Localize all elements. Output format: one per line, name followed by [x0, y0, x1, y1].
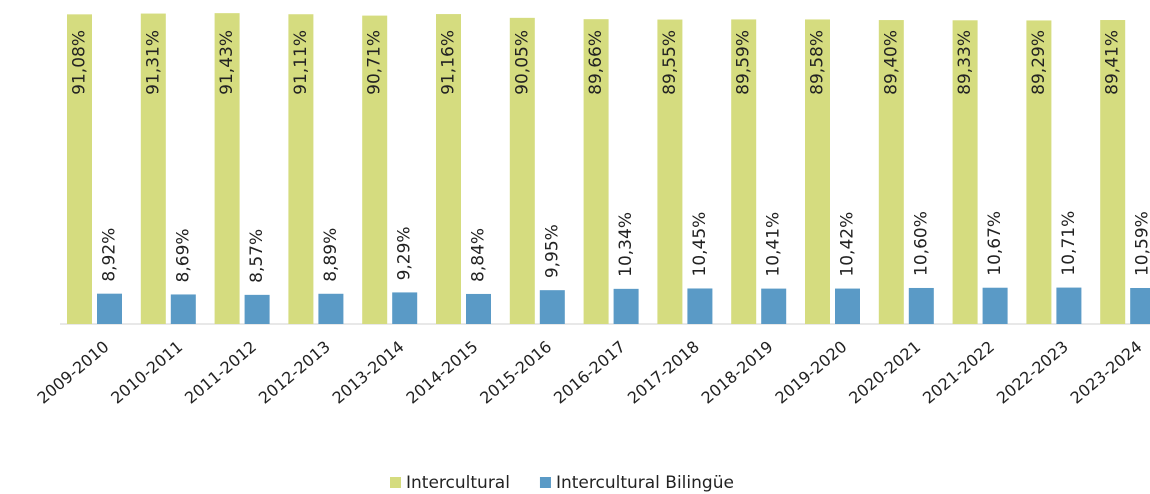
value-label: 8,69%	[173, 228, 193, 282]
bar	[509, 17, 535, 324]
bar	[952, 20, 978, 324]
bar	[244, 294, 270, 324]
bar	[878, 20, 904, 324]
bar	[318, 293, 344, 324]
bar	[583, 19, 609, 325]
bar	[613, 288, 639, 324]
value-label: 10,60%	[911, 211, 931, 276]
value-label: 89,29%	[1029, 30, 1049, 95]
x-tick-label: 2021-2022	[919, 337, 998, 408]
legend-swatch	[539, 477, 551, 488]
bar	[362, 15, 388, 324]
value-label: 10,41%	[764, 212, 784, 277]
bar	[170, 294, 196, 324]
bar	[731, 19, 757, 324]
value-label: 90,05%	[512, 30, 532, 95]
value-label: 8,57%	[247, 229, 267, 283]
bar	[1026, 20, 1052, 324]
value-label: 89,40%	[881, 30, 901, 95]
value-label: 10,45%	[690, 212, 710, 277]
x-tick-label: 2012-2013	[255, 337, 334, 408]
legend-label: Intercultural Bilingüe	[556, 473, 734, 493]
bar	[908, 287, 934, 324]
x-tick-label: 2017-2018	[624, 337, 703, 408]
value-label: 10,67%	[985, 211, 1005, 276]
bar	[539, 290, 565, 324]
bar	[392, 292, 418, 324]
bar	[1130, 287, 1150, 324]
bar	[288, 14, 314, 325]
bar	[97, 293, 122, 324]
bar	[214, 13, 240, 324]
bar	[67, 14, 92, 325]
value-label: 91,43%	[217, 30, 237, 95]
value-label: 9,29%	[395, 226, 415, 280]
value-label: 8,89%	[321, 228, 341, 282]
value-label: 89,33%	[955, 30, 975, 95]
value-label: 90,71%	[365, 30, 385, 95]
bar	[140, 13, 166, 325]
value-label: 89,41%	[1103, 30, 1123, 95]
x-tick-label: 2020-2021	[845, 337, 924, 408]
x-tick-label: 2013-2014	[329, 337, 408, 408]
value-label: 91,08%	[70, 30, 90, 95]
value-label: 10,34%	[616, 212, 636, 277]
value-label: 89,66%	[586, 30, 606, 95]
value-label: 10,59%	[1133, 211, 1150, 276]
x-tick-label: 2023-2024	[1067, 337, 1146, 408]
x-tick-label: 2022-2023	[993, 337, 1072, 408]
value-label: 9,95%	[542, 224, 562, 278]
legend-swatch	[390, 477, 401, 488]
bar	[687, 288, 713, 324]
bar	[657, 19, 683, 324]
bar	[805, 19, 830, 324]
x-tick-label: 2014-2015	[402, 337, 481, 408]
bar	[1056, 287, 1082, 324]
value-label: 91,16%	[439, 30, 459, 95]
bar	[835, 288, 860, 324]
bar	[466, 293, 491, 324]
value-label: 89,58%	[808, 30, 828, 95]
legend-label: Intercultural	[406, 473, 510, 493]
value-label: 8,92%	[100, 228, 120, 282]
value-label: 10,71%	[1059, 211, 1079, 276]
bar	[761, 288, 787, 324]
x-tick-label: 2009-2010	[33, 337, 112, 408]
value-label: 89,55%	[660, 30, 680, 95]
x-tick-label: 2018-2019	[698, 337, 777, 408]
x-tick-label: 2010-2011	[107, 337, 186, 408]
value-label: 8,84%	[469, 228, 489, 282]
value-label: 91,31%	[143, 30, 163, 95]
value-label: 89,59%	[734, 30, 754, 95]
bar	[436, 14, 461, 324]
x-tick-label: 2015-2016	[476, 337, 555, 408]
value-label: 10,42%	[838, 212, 858, 277]
value-label: 91,11%	[291, 30, 311, 95]
x-tick-label: 2016-2017	[550, 337, 629, 408]
x-tick-label: 2019-2020	[771, 337, 850, 408]
bar	[1100, 20, 1126, 325]
x-tick-label: 2011-2012	[181, 337, 260, 408]
bar	[982, 287, 1008, 324]
